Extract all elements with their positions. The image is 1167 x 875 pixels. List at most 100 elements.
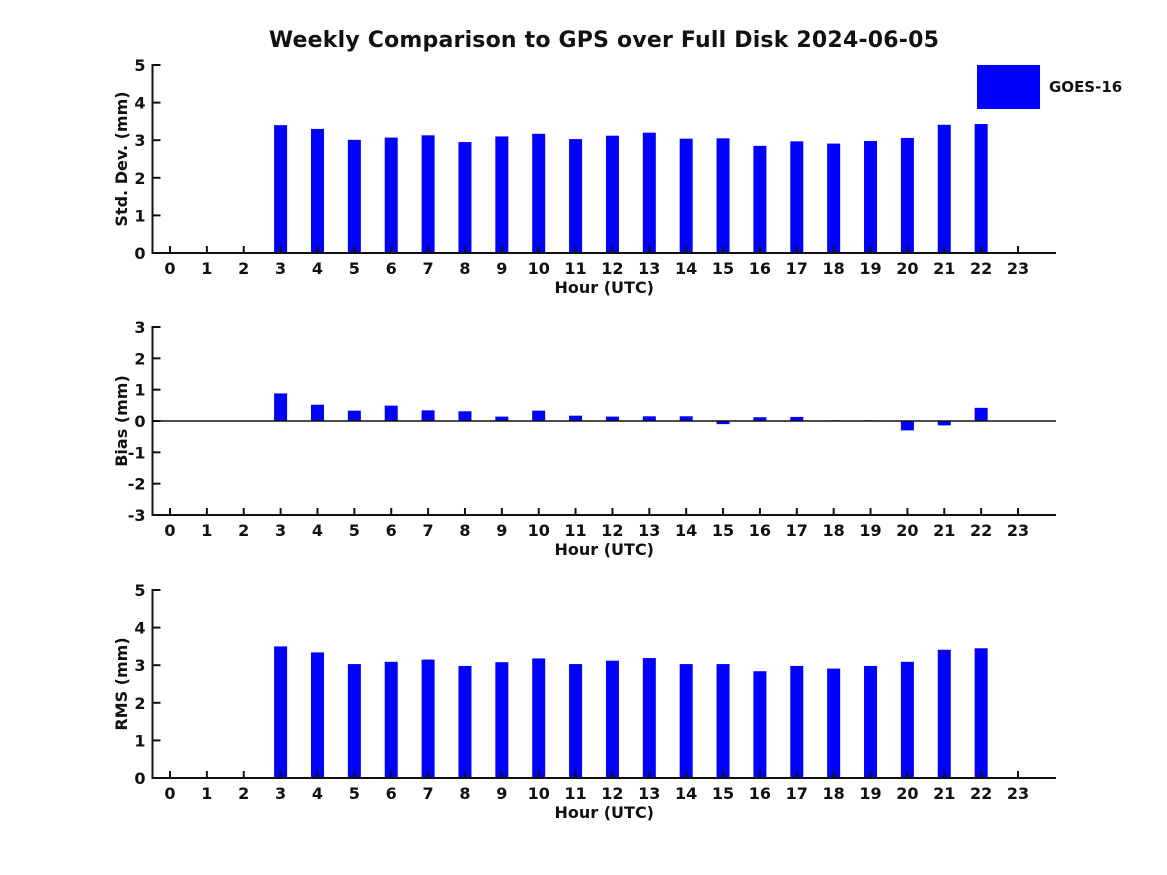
stddev-bar-hour-11	[569, 139, 583, 253]
bias-bar-hour-10	[532, 410, 546, 421]
stddev-bar-hour-18	[827, 143, 841, 253]
y-tick-label: 5	[134, 56, 145, 75]
bias-bar-hour-6	[384, 405, 398, 421]
rms-bar-hour-21	[937, 649, 951, 778]
x-tick-label: 9	[496, 259, 507, 278]
x-tick-label: 5	[349, 259, 360, 278]
x-tick-label: 13	[638, 521, 660, 540]
x-tick-label: 21	[933, 259, 955, 278]
x-tick-label: 11	[564, 259, 586, 278]
bias-bar-hour-5	[347, 410, 361, 421]
x-tick-label: 13	[638, 784, 660, 803]
x-tick-label: 2	[238, 784, 249, 803]
stddev-bar-hour-20	[900, 137, 914, 253]
stddev-bar-hour-8	[458, 142, 472, 253]
x-tick-label: 9	[496, 784, 507, 803]
y-tick-label: -1	[128, 443, 146, 462]
bias-bar-hour-14	[679, 416, 693, 421]
rms-bar-hour-6	[384, 661, 398, 778]
y-tick-label: 3	[134, 656, 145, 675]
x-tick-label: 18	[823, 259, 845, 278]
y-tick-label: 0	[134, 244, 145, 263]
stddev-bar-hour-17	[790, 141, 804, 253]
x-tick-label: 22	[970, 259, 992, 278]
x-tick-label: 20	[896, 521, 918, 540]
bias-bar-hour-16	[753, 417, 767, 421]
x-tick-label: 6	[386, 521, 397, 540]
stddev-bar-hour-7	[421, 135, 435, 253]
rms-bar-hour-3	[274, 646, 288, 778]
rms-bar-hour-5	[347, 664, 361, 778]
x-tick-label: 10	[528, 259, 550, 278]
x-tick-label: 20	[896, 784, 918, 803]
x-tick-label: 1	[201, 259, 212, 278]
x-tick-label: 14	[675, 784, 697, 803]
rms-bar-hour-18	[827, 668, 841, 778]
x-tick-label: 5	[349, 521, 360, 540]
x-tick-label: 14	[675, 521, 697, 540]
stddev-bar-hour-19	[864, 140, 878, 253]
x-tick-label: 9	[496, 521, 507, 540]
legend-label: GOES-16	[1049, 78, 1123, 96]
stddev-bar-hour-16	[753, 145, 767, 253]
x-tick-label: 19	[859, 521, 881, 540]
x-tick-label: 2	[238, 259, 249, 278]
rms-bar-hour-20	[900, 661, 914, 778]
x-tick-label: 10	[528, 784, 550, 803]
bias-bar-hour-9	[495, 416, 509, 421]
y-tick-label: 4	[134, 94, 145, 113]
stddev-bar-hour-4	[310, 128, 324, 253]
stddev-bar-hour-15	[716, 138, 730, 253]
x-tick-label: 11	[564, 521, 586, 540]
stddev-bar-hour-22	[974, 124, 988, 253]
bias-bar-hour-7	[421, 410, 435, 421]
legend: GOES-16	[977, 65, 1122, 109]
rms-bar-hour-10	[532, 658, 546, 778]
y-tick-label: 0	[134, 769, 145, 788]
x-tick-label: 3	[275, 259, 286, 278]
x-tick-label: 8	[459, 259, 470, 278]
stddev-bar-hour-5	[347, 139, 361, 253]
stddev-bar-hour-14	[679, 138, 693, 253]
stddev-bar-hour-13	[642, 132, 656, 253]
rms-bar-hour-7	[421, 659, 435, 778]
x-tick-label: 16	[749, 521, 771, 540]
stddev-bar-hour-9	[495, 136, 509, 253]
y-tick-label: 2	[134, 349, 145, 368]
stddev-bar-hour-3	[274, 125, 288, 253]
x-tick-label: 7	[423, 784, 434, 803]
rms-bar-hour-16	[753, 671, 767, 778]
x-tick-label: 16	[749, 259, 771, 278]
bias-bar-hour-15	[716, 421, 730, 425]
bias-bar-hour-21	[937, 421, 951, 426]
x-tick-label: 20	[896, 259, 918, 278]
rms-bar-hour-12	[605, 660, 619, 778]
x-tick-label: 17	[786, 259, 808, 278]
x-tick-label: 0	[164, 521, 175, 540]
y-tick-label: 3	[134, 131, 145, 150]
x-tick-label: 7	[423, 521, 434, 540]
x-tick-label: 0	[164, 259, 175, 278]
rms-bar-hour-11	[569, 664, 583, 778]
bias-bar-hour-11	[569, 415, 583, 421]
x-tick-label: 1	[201, 784, 212, 803]
x-tick-label: 17	[786, 784, 808, 803]
y-tick-label: 1	[134, 381, 145, 400]
rms-bar-hour-17	[790, 665, 804, 778]
stddev-xlabel: Hour (UTC)	[554, 278, 654, 297]
rms-bar-hour-19	[864, 665, 878, 778]
y-tick-label: 2	[134, 694, 145, 713]
x-tick-label: 12	[601, 259, 623, 278]
x-tick-label: 12	[601, 521, 623, 540]
x-tick-label: 15	[712, 784, 734, 803]
x-tick-label: 16	[749, 784, 771, 803]
bias-bar-hour-20	[900, 421, 914, 431]
stddev-bar-hour-6	[384, 137, 398, 253]
x-tick-label: 18	[823, 784, 845, 803]
x-tick-label: 12	[601, 784, 623, 803]
x-tick-label: 15	[712, 521, 734, 540]
rms-ylabel: RMS (mm)	[112, 637, 131, 730]
x-tick-label: 22	[970, 521, 992, 540]
stddev-bar-hour-10	[532, 133, 546, 253]
